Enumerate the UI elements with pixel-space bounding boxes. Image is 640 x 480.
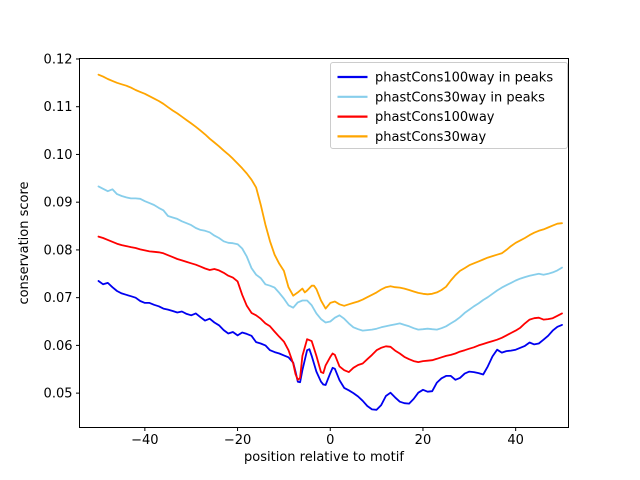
y-tick-label: 0.06 — [44, 339, 73, 354]
y-tick-label: 0.08 — [44, 243, 73, 258]
series-line-phastcons100way-in-peaks — [97, 280, 563, 411]
y-tick-label: 0.12 — [44, 52, 73, 67]
ticks-layer: −40 −20 0 20 40 0.05 0.06 0.07 0.08 0.09 0.10 0.11 0… — [44, 52, 524, 448]
series-line-phastcons100way — [97, 235, 563, 381]
legend-label: phastCons100way in peaks — [375, 71, 553, 86]
legend-label: phastCons100way — [375, 110, 495, 125]
y-tick-label: 0.05 — [44, 387, 73, 402]
legend-box — [330, 62, 568, 149]
x-tick-label: 0 — [326, 433, 334, 448]
x-tick-label: −40 — [131, 433, 158, 448]
x-tick-label: −20 — [224, 433, 251, 448]
y-tick-label: 0.07 — [44, 291, 73, 306]
series-line-phastcons30way-in-peaks — [97, 185, 563, 332]
series-line-phastcons30way — [97, 73, 563, 310]
x-tick-label: 40 — [507, 433, 524, 448]
series-layer — [97, 73, 563, 411]
legend-label: phastCons30way in peaks — [375, 90, 545, 105]
x-tick-label: 20 — [415, 433, 432, 448]
y-tick-label: 0.10 — [44, 148, 73, 163]
legend: phastCons100way in peaks phastCons30way i… — [330, 62, 568, 149]
legend-label: phastCons30way — [375, 130, 487, 145]
y-tick-label: 0.09 — [44, 196, 73, 211]
y-tick-label: 0.11 — [44, 100, 73, 115]
x-axis-label: position relative to motif — [244, 450, 404, 465]
plot-area — [79, 58, 569, 428]
y-axis-label: conservation score — [17, 181, 32, 304]
